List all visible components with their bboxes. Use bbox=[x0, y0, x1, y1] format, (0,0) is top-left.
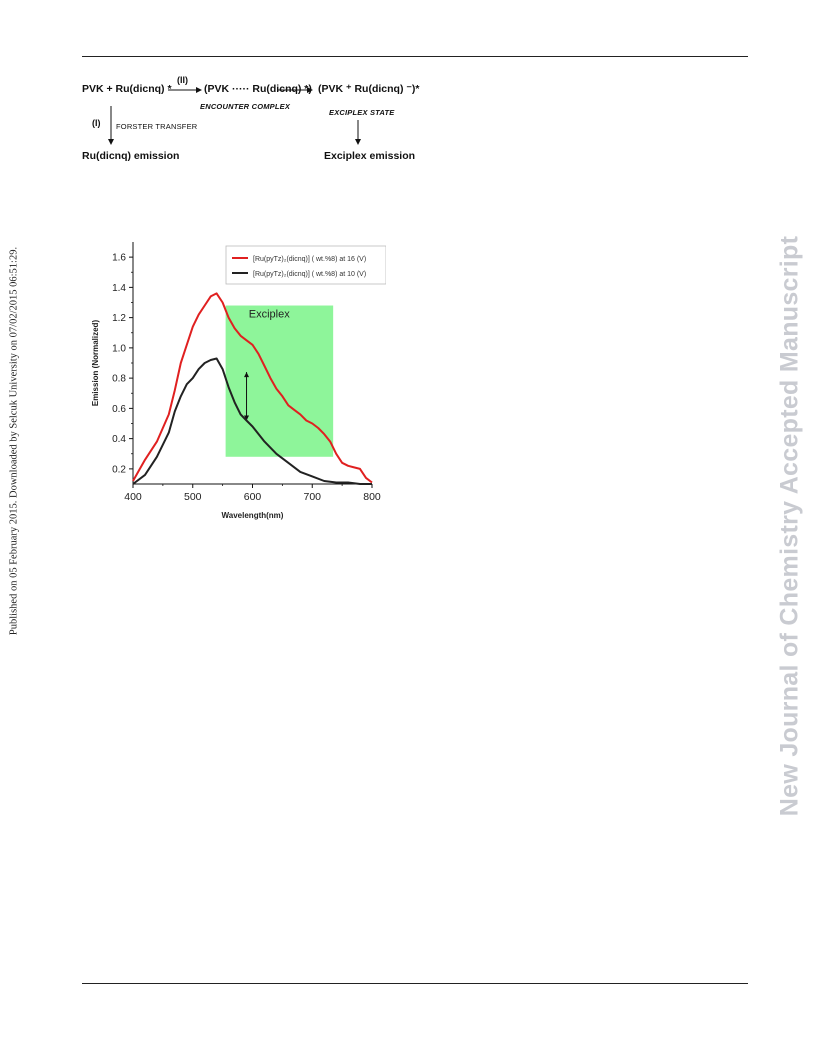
reaction-scheme: PVK + Ru(dicnq) * (II) (PVK ····· Ru(dic… bbox=[82, 64, 422, 174]
scheme-encounter-label: ENCOUNTER COMPLEX bbox=[200, 102, 291, 111]
series-line-1 bbox=[132, 292, 373, 484]
x-tick-label: 700 bbox=[303, 491, 321, 503]
scheme-arrows bbox=[108, 87, 361, 145]
intensity-arrow-head-up bbox=[244, 372, 250, 378]
y-tick-label: 0.6 bbox=[112, 404, 126, 415]
y-tick-label: 1.2 bbox=[112, 313, 126, 324]
y-tick-label: 0.4 bbox=[112, 434, 126, 445]
scheme-forster-label: FORSTER TRANSFER bbox=[116, 122, 198, 131]
x-tick-label: 500 bbox=[184, 491, 202, 503]
y-axis-label: Emission (Normalized) bbox=[91, 320, 100, 407]
exciplex-annotation: Exciplex bbox=[249, 309, 290, 321]
scheme-path-i: (I) bbox=[92, 118, 101, 128]
journal-watermark-text: New Journal of Chemistry Accepted Manusc… bbox=[775, 235, 804, 817]
x-axis-label: Wavelength(nm) bbox=[222, 511, 284, 520]
journal-watermark: New Journal of Chemistry Accepted Manusc… bbox=[770, 160, 810, 892]
emission-chart: Exciplex 0.2 0.4 0.6 0.8 1.0 1.2 1.4 1.6 400 500 60… bbox=[86, 236, 387, 536]
x-tick-label: 400 bbox=[124, 491, 142, 503]
scheme-exciplex: (PVK ⁺ Ru(dicnq) ⁻)* bbox=[318, 83, 420, 95]
x-tick-label: 600 bbox=[244, 491, 262, 503]
legend-box bbox=[225, 245, 387, 285]
x-tick-label: 800 bbox=[363, 491, 381, 503]
series-line-2 bbox=[132, 357, 372, 485]
scheme-reactants: PVK + Ru(dicnq) * bbox=[82, 83, 172, 95]
emission-chart-svg: Exciplex 0.2 0.4 0.6 0.8 1.0 1.2 1.4 1.6 400 500 60… bbox=[91, 242, 387, 520]
y-tick-label: 1.0 bbox=[112, 343, 126, 354]
scheme-exciplex-label: EXCIPLEX STATE bbox=[329, 108, 395, 117]
legend-label-1: [Ru(pyTz)₂(dicnq)] ( wt.%8) at 16 (V) bbox=[253, 256, 366, 263]
legend-label-2: [Ru(pyTz)₂(dicnq)] ( wt.%8) at 10 (V) bbox=[253, 271, 366, 278]
intensity-arrow-head-down bbox=[244, 415, 250, 421]
y-tick-label: 1.4 bbox=[112, 283, 126, 294]
scheme-path-ii: (II) bbox=[177, 75, 188, 85]
footer-rule bbox=[82, 983, 748, 984]
y-tick-label: 0.8 bbox=[112, 374, 126, 385]
scheme-encounter: (PVK ····· Ru(dicnq) *) bbox=[204, 83, 312, 95]
y-tick-label: 0.2 bbox=[112, 464, 126, 475]
publication-notice: Published on 05 February 2015. Downloade… bbox=[4, 246, 24, 636]
exciplex-region bbox=[225, 305, 334, 457]
scheme-ru-emission: Ru(dicnq) emission bbox=[82, 150, 180, 162]
header-rule bbox=[82, 56, 748, 57]
scheme-exciplex-emission: Exciplex emission bbox=[324, 150, 416, 162]
publication-notice-text: Published on 05 February 2015. Downloade… bbox=[8, 246, 20, 636]
y-tick-label: 1.6 bbox=[112, 253, 126, 264]
